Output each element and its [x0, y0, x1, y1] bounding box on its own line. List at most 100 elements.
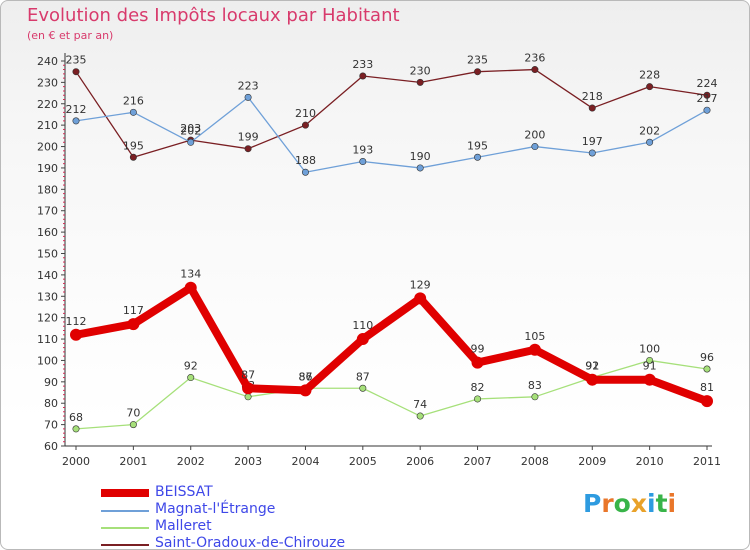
- legend-swatch-magnat: [101, 510, 149, 512]
- data-point-saint-oradoux-de-chirouze: [416, 78, 424, 86]
- data-point-magnat-l-trange: [416, 164, 424, 172]
- y-tick-label: 120: [37, 312, 58, 325]
- data-label-saint-oradoux-de-chirouze: 195: [123, 139, 144, 152]
- data-point-magnat-l-trange: [244, 93, 252, 101]
- data-point-magnat-l-trange: [588, 149, 596, 157]
- data-label-beissat: 110: [352, 319, 373, 332]
- data-point-saint-oradoux-de-chirouze: [301, 121, 309, 129]
- logo-letter: r: [601, 489, 614, 518]
- data-label-saint-oradoux-de-chirouze: 228: [639, 69, 660, 82]
- data-label-beissat: 99: [471, 343, 485, 356]
- legend-label-magnat: Magnat-l'Étrange: [155, 501, 276, 517]
- chart-title: Evolution des Impôts locaux par Habitant: [27, 5, 400, 26]
- logo-letter: i: [667, 489, 677, 518]
- data-point-saint-oradoux-de-chirouze: [474, 68, 482, 76]
- data-point-beissat: [586, 373, 599, 386]
- data-point-malleret: [359, 384, 367, 392]
- y-tick-label: 90: [44, 376, 58, 389]
- data-label-beissat: 105: [524, 330, 545, 343]
- data-label-beissat: 86: [298, 370, 312, 383]
- y-tick-label: 80: [44, 397, 58, 410]
- data-label-malleret: 96: [700, 351, 714, 364]
- y-tick-label: 150: [37, 248, 58, 261]
- data-label-malleret: 70: [126, 407, 140, 420]
- y-tick-label: 190: [37, 162, 58, 175]
- data-point-beissat: [184, 281, 197, 294]
- data-label-magnat-l-trange: 217: [697, 92, 718, 105]
- data-point-magnat-l-trange: [129, 108, 137, 116]
- data-label-saint-oradoux-de-chirouze: 235: [467, 54, 488, 67]
- x-tick-label: 2008: [521, 455, 549, 468]
- x-tick-label: 2002: [177, 455, 205, 468]
- data-label-saint-oradoux-de-chirouze: 235: [66, 54, 87, 67]
- data-label-magnat-l-trange: 216: [123, 94, 144, 107]
- data-point-beissat: [471, 356, 484, 369]
- data-point-beissat: [528, 343, 541, 356]
- data-point-malleret: [244, 393, 252, 401]
- data-label-beissat: 129: [410, 278, 431, 291]
- x-tick-label: 2009: [578, 455, 606, 468]
- x-tick-label: 2005: [349, 455, 377, 468]
- logo-letter: o: [613, 489, 631, 518]
- data-label-malleret: 87: [356, 370, 370, 383]
- data-label-magnat-l-trange: 188: [295, 154, 316, 167]
- data-point-magnat-l-trange: [531, 143, 539, 151]
- data-point-beissat: [356, 333, 369, 346]
- data-label-saint-oradoux-de-chirouze: 210: [295, 107, 316, 120]
- data-point-magnat-l-trange: [474, 153, 482, 161]
- x-tick-label: 2000: [62, 455, 90, 468]
- data-point-saint-oradoux-de-chirouze: [588, 104, 596, 112]
- data-label-magnat-l-trange: 195: [467, 139, 488, 152]
- data-label-magnat-l-trange: 202: [180, 124, 201, 137]
- data-point-magnat-l-trange: [187, 138, 195, 146]
- x-tick-label: 2010: [636, 455, 664, 468]
- data-point-malleret: [646, 356, 654, 364]
- data-point-saint-oradoux-de-chirouze: [703, 91, 711, 99]
- x-tick-label: 2011: [693, 455, 721, 468]
- y-tick-label: 110: [37, 333, 58, 346]
- data-point-malleret: [531, 393, 539, 401]
- x-tick-label: 2001: [119, 455, 147, 468]
- data-point-malleret: [187, 374, 195, 382]
- data-label-saint-oradoux-de-chirouze: 230: [410, 64, 431, 77]
- data-label-malleret: 92: [184, 360, 198, 373]
- data-label-beissat: 91: [643, 360, 657, 373]
- data-label-saint-oradoux-de-chirouze: 236: [524, 52, 545, 65]
- y-tick-label: 210: [37, 119, 58, 132]
- data-point-malleret: [72, 425, 80, 433]
- data-label-magnat-l-trange: 202: [639, 124, 660, 137]
- logo-letter: x: [630, 489, 647, 518]
- x-tick-label: 2004: [291, 455, 319, 468]
- data-label-malleret: 92: [585, 360, 599, 373]
- data-label-malleret: 87: [298, 370, 312, 383]
- y-tick-label: 70: [44, 419, 58, 432]
- data-label-malleret: 83: [528, 379, 542, 392]
- data-label-beissat: 91: [585, 360, 599, 373]
- series-line-malleret: [75, 359, 708, 430]
- data-label-malleret: 68: [69, 411, 83, 424]
- legend-swatch-beissat: [101, 489, 149, 497]
- data-label-beissat: 112: [66, 315, 87, 328]
- data-point-beissat: [127, 318, 140, 331]
- data-label-saint-oradoux-de-chirouze: 224: [697, 77, 718, 90]
- logo-letter: P: [583, 489, 602, 518]
- data-point-saint-oradoux-de-chirouze: [359, 72, 367, 80]
- data-label-malleret: 100: [639, 342, 660, 355]
- data-label-malleret: 74: [413, 398, 427, 411]
- data-label-magnat-l-trange: 212: [66, 103, 87, 116]
- data-label-magnat-l-trange: 193: [352, 144, 373, 157]
- data-point-magnat-l-trange: [72, 117, 80, 125]
- data-point-beissat: [299, 384, 312, 397]
- data-label-saint-oradoux-de-chirouze: 218: [582, 90, 603, 103]
- data-label-beissat: 87: [241, 368, 255, 381]
- proxiti-logo: Proxiti: [583, 489, 676, 518]
- y-tick-label: 130: [37, 290, 58, 303]
- y-tick-label: 220: [37, 98, 58, 111]
- data-point-beissat: [70, 328, 82, 341]
- legend-label-saint-oradoux: Saint-Oradoux-de-Chirouze: [155, 535, 346, 550]
- x-tick-label: 2003: [234, 455, 262, 468]
- y-tick-label: 170: [37, 205, 58, 218]
- y-tick-label: 230: [37, 76, 58, 89]
